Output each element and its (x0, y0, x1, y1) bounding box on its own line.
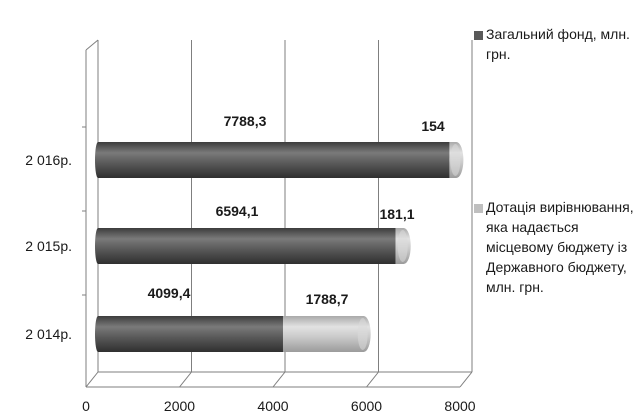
bar-segment (98, 142, 450, 178)
x-tick-label: 4000 (257, 398, 288, 414)
data-label: 1788,7 (306, 291, 349, 307)
data-label: 6594,1 (216, 203, 259, 219)
legend-swatch-general-fund (474, 31, 483, 40)
x-tick-label: 8000 (444, 398, 475, 414)
bar-end-cap-face (450, 144, 461, 176)
data-label: 154 (421, 118, 445, 134)
y-category-label: 2 014р. (25, 326, 72, 342)
floor-gridline (366, 371, 379, 388)
floor-gridline (179, 371, 192, 388)
bar-segment (98, 228, 396, 264)
legend-label-general-fund: Загальний фонд, млн. грн. (486, 26, 630, 62)
data-label: 4099,4 (148, 285, 191, 301)
x-tick-label: 0 (82, 398, 90, 414)
data-label: 181,1 (379, 206, 414, 222)
bar-segment (98, 316, 283, 352)
bar-end-cap-face (397, 230, 408, 262)
floor-gridline (459, 371, 473, 388)
bar-start-cap (95, 142, 101, 178)
bar-start-cap (95, 316, 101, 352)
bar-start-cap (95, 228, 101, 264)
bar-end-cap-face (357, 318, 368, 350)
floor-gridline (85, 371, 99, 388)
data-label: 7788,3 (224, 113, 267, 129)
bar-segment (282, 316, 364, 352)
y-category-label: 2 015р. (25, 238, 72, 254)
y-category-label: 2 016р. (25, 152, 72, 168)
legend-label-equalization-grant: Дотація вирівнювання, яка надається місц… (486, 199, 633, 295)
legend-swatch-equalization-grant (474, 204, 483, 213)
x-tick-label: 6000 (351, 398, 382, 414)
floor-gridline (272, 371, 286, 388)
x-tick-label: 2000 (164, 398, 195, 414)
wall-edge (85, 39, 99, 51)
